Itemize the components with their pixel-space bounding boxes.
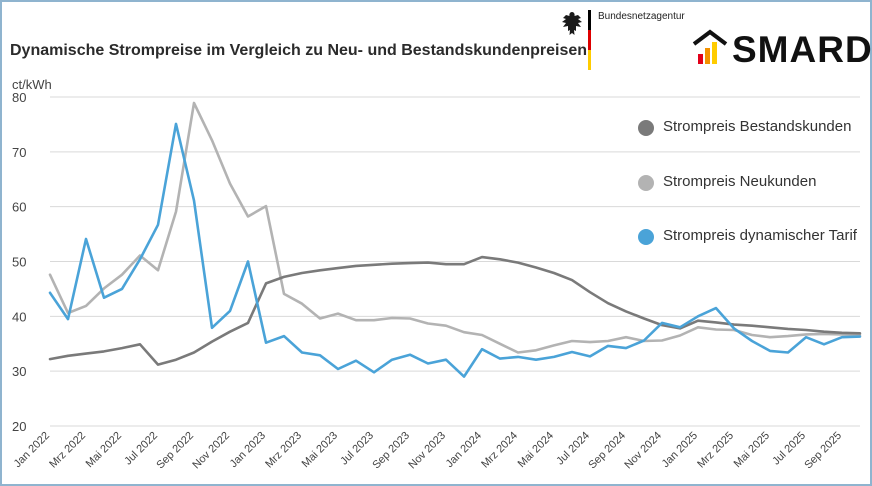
series-line-dynamisch xyxy=(48,122,862,378)
y-tick-label: 20 xyxy=(12,419,26,434)
x-tick-label: Sep 2022 xyxy=(154,430,196,472)
y-tick-label: 50 xyxy=(12,255,26,270)
x-tick-label: Mai 2023 xyxy=(300,430,340,470)
federal-eagle-icon xyxy=(562,12,582,35)
legend-label: Strompreis Neukunden xyxy=(663,173,817,190)
x-tick-label: Mrz 2023 xyxy=(263,430,304,471)
y-tick-label: 30 xyxy=(12,364,26,379)
y-tick-label: 60 xyxy=(12,200,26,215)
smard-logo-text: SMARD xyxy=(732,29,872,70)
x-tick-label: Jan 2025 xyxy=(660,430,700,470)
series-line-bestand xyxy=(48,255,862,366)
x-tick-label: Nov 2023 xyxy=(406,430,448,472)
x-tick-label: Mrz 2024 xyxy=(479,430,520,471)
legend-label: Strompreis Bestandskunden xyxy=(663,118,852,135)
legend-marker xyxy=(638,120,654,136)
x-tick-label: Mai 2025 xyxy=(732,430,772,470)
x-tick-label: Jan 2022 xyxy=(12,430,52,470)
y-tick-label: 70 xyxy=(12,145,26,160)
legend-label: Strompreis dynamischer Tarif xyxy=(663,227,857,244)
x-tick-label: Nov 2024 xyxy=(622,430,664,472)
german-flag-bar xyxy=(588,10,591,70)
x-tick-label: Jan 2024 xyxy=(444,430,484,470)
legend-marker xyxy=(638,175,654,191)
x-tick-label: Mai 2024 xyxy=(516,430,556,470)
legend-marker xyxy=(638,229,654,245)
x-tick-label: Mrz 2025 xyxy=(695,430,736,471)
smard-logo-icon xyxy=(692,29,728,64)
x-tick-label: Mai 2022 xyxy=(84,430,124,470)
chart-title: Dynamische Strompreise im Vergleich zu N… xyxy=(10,42,588,59)
x-tick-label: Sep 2024 xyxy=(586,430,628,472)
x-tick-label: Mrz 2022 xyxy=(47,430,88,471)
y-tick-label: 40 xyxy=(12,309,26,324)
x-tick-label: Jan 2023 xyxy=(228,430,268,470)
y-axis-label: ct/kWh xyxy=(12,77,52,92)
agency-name: Bundesnetzagentur xyxy=(598,11,685,22)
x-tick-label: Nov 2022 xyxy=(190,430,232,472)
x-tick-label: Sep 2023 xyxy=(370,430,412,472)
y-tick-label: 80 xyxy=(12,90,26,105)
x-tick-label: Sep 2025 xyxy=(802,430,844,472)
